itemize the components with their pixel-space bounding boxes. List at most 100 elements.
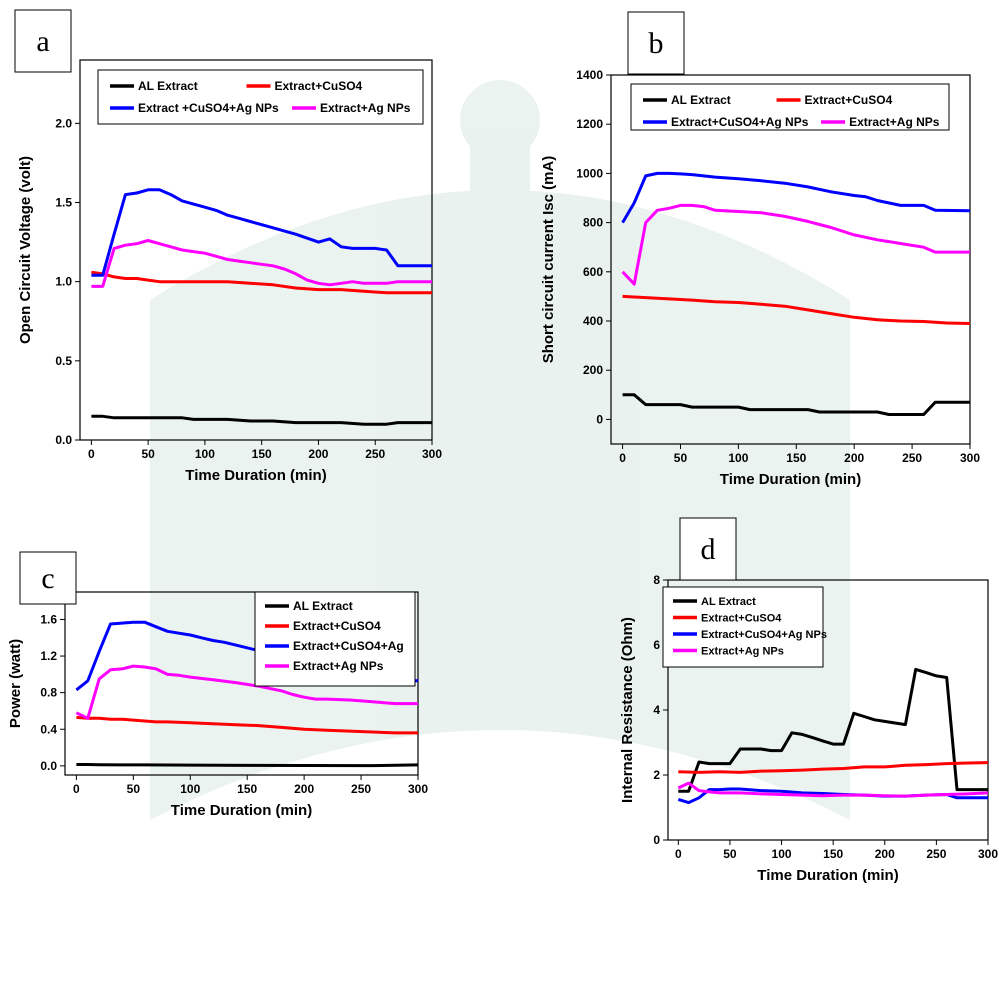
x-tick-label: 200	[875, 847, 895, 861]
series-line-4	[91, 239, 432, 288]
series-line-2	[678, 761, 989, 774]
y-tick-label: 1.2	[40, 649, 57, 663]
legend-entry: Extract+Ag NPs	[849, 115, 940, 129]
legend-entry: Extract+CuSO4+Ag NPs	[701, 629, 827, 641]
panel-letter-box	[19, 551, 77, 605]
legend-entry: Extract +CuSO4+Ag NPs	[138, 101, 279, 115]
legend: AL Extract Extract+CuSO4 Extract +CuSO4+Ag…	[97, 69, 424, 125]
x-tick-label: 50	[674, 451, 688, 465]
legend: AL Extract Extract+CuSO4 Extract+CuSO4+Ag E…	[254, 591, 416, 687]
legend-entry: AL Extract	[671, 93, 731, 107]
y-tick-label: 0	[596, 412, 603, 426]
legend-entry: Extract+Ag NPs	[701, 646, 784, 658]
y-tick-label: 400	[583, 314, 603, 328]
y-tick-label: 1.0	[55, 275, 72, 289]
y-tick-label: 8	[653, 573, 660, 587]
y-tick-label: 1200	[576, 117, 603, 131]
x-tick-label: 250	[365, 447, 385, 461]
x-tick-label: 200	[308, 447, 328, 461]
legend-entry: Extract+CuSO4+Ag NPs	[671, 115, 809, 129]
panel-letter: a	[36, 25, 49, 58]
x-tick-label: 150	[237, 782, 257, 796]
x-tick-label: 300	[960, 451, 980, 465]
x-tick-label: 150	[252, 447, 272, 461]
x-tick-label: 0	[675, 847, 682, 861]
x-axis-label: Time Duration (min)	[171, 802, 312, 819]
y-axis-label: Power (watt)	[7, 639, 24, 728]
series-line-2	[91, 270, 432, 295]
y-axis-label: Short circuit current Isc (mA)	[540, 156, 557, 364]
x-tick-label: 250	[926, 847, 946, 861]
y-tick-label: 600	[583, 265, 603, 279]
legend: AL Extract Extract+CuSO4 Extract+CuSO4+Ag …	[630, 83, 950, 131]
x-tick-label: 150	[823, 847, 843, 861]
x-axis-label: Time Duration (min)	[757, 867, 898, 884]
series-line-1	[76, 763, 419, 768]
x-tick-label: 300	[422, 447, 442, 461]
x-tick-label: 300	[978, 847, 998, 861]
series-line-3	[91, 188, 432, 277]
x-tick-label: 100	[195, 447, 215, 461]
legend: AL Extract Extract+CuSO4 Extract+CuSO4+Ag …	[662, 586, 827, 668]
x-tick-label: 50	[723, 847, 737, 861]
x-tick-label: 0	[88, 447, 95, 461]
chart-panel-b: 0 50 100 150 200 250 300 0 200 400 600 800 1000 1200 1…	[540, 11, 980, 488]
plot-frame	[64, 591, 419, 776]
y-tick-label: 0.0	[40, 759, 57, 773]
legend-entry: Extract+CuSO4	[275, 79, 363, 93]
series-line-4	[75, 664, 418, 720]
legend-entry: Extract+Ag NPs	[293, 659, 384, 673]
plot-frame	[79, 59, 433, 441]
panel-letter: d	[701, 533, 716, 566]
legend-entry: Extract+CuSO4+Ag	[293, 639, 404, 653]
y-tick-label: 2	[653, 768, 660, 782]
y-tick-label: 2.0	[55, 116, 72, 130]
x-tick-label: 50	[141, 447, 155, 461]
series-line-1	[622, 393, 970, 416]
series-line-3	[621, 171, 971, 224]
panel-letter-box	[679, 517, 737, 581]
y-axis-label: Internal Resistance (Ohm)	[619, 617, 636, 803]
x-tick-label: 150	[786, 451, 806, 465]
series-line-4	[677, 781, 989, 798]
y-tick-label: 800	[583, 216, 603, 230]
legend-entry: Extract+CuSO4	[293, 619, 381, 633]
y-tick-label: 200	[583, 363, 603, 377]
x-tick-label: 0	[73, 782, 80, 796]
y-tick-label: 4	[653, 703, 660, 717]
x-tick-label: 250	[351, 782, 371, 796]
legend-entry: AL Extract	[138, 79, 198, 93]
y-axis-label: Open Circuit Voltage (volt)	[17, 156, 34, 344]
series-line-2	[76, 715, 418, 735]
y-tick-label: 1.6	[40, 612, 57, 626]
y-tick-label: 0.4	[40, 722, 57, 736]
series-line-1	[91, 414, 432, 426]
y-tick-label: 0.5	[55, 354, 72, 368]
x-tick-label: 50	[127, 782, 141, 796]
panel-letter-box	[627, 11, 685, 75]
x-tick-label: 100	[772, 847, 792, 861]
legend-box	[630, 83, 950, 131]
panel-letter: c	[41, 562, 54, 595]
y-tick-label: 0.0	[55, 433, 72, 447]
series-line-2	[622, 294, 971, 325]
x-axis-label: Time Duration (min)	[185, 467, 326, 484]
chart-panel-c: 0 50 100 150 200 250 300 0.0 0.4 0.8 1.2 1.6 Time Du…	[7, 551, 428, 819]
x-axis-label: Time Duration (min)	[720, 471, 861, 488]
y-tick-label: 6	[653, 638, 660, 652]
x-tick-label: 200	[294, 782, 314, 796]
x-tick-label: 100	[728, 451, 748, 465]
x-tick-label: 200	[844, 451, 864, 465]
chart-panel-a: 0 50 100 150 200 250 300 0.0 0.5 1.0 1.5 2.0 Time Du…	[14, 9, 442, 484]
legend-entry: Extract+Ag NPs	[320, 101, 411, 115]
chart-panel-d: 0 50 100 150 200 250 300 0 2 4 6 8 Time Duration (mi…	[619, 517, 998, 884]
y-tick-label: 0	[653, 833, 660, 847]
plot-frame	[610, 74, 971, 445]
panel-letter-box	[14, 9, 72, 73]
legend-entry: Extract+CuSO4	[701, 613, 782, 625]
series-line-1	[678, 667, 988, 793]
y-tick-label: 1.5	[55, 196, 72, 210]
legend-entry: AL Extract	[701, 596, 756, 608]
x-tick-label: 0	[619, 451, 626, 465]
x-tick-label: 100	[180, 782, 200, 796]
